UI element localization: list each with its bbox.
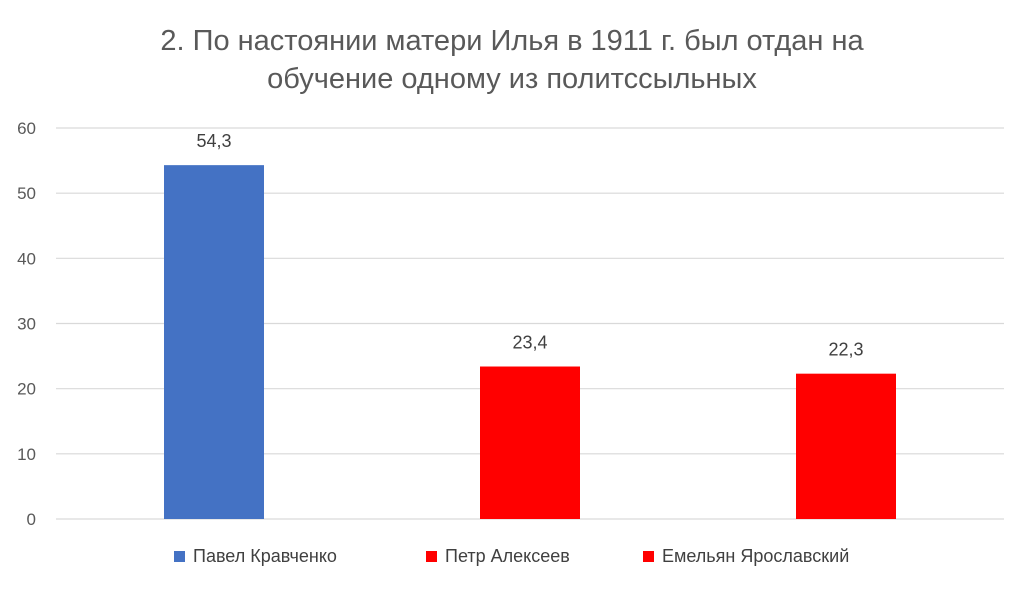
y-tick-label: 30 <box>17 315 36 334</box>
chart-title-line-2: обучение одному из политссыльных <box>267 63 757 95</box>
y-axis-ticks: 0 10 20 30 40 50 60 <box>17 119 36 529</box>
legend-swatch <box>643 551 654 562</box>
data-label: 23,4 <box>512 333 547 353</box>
legend-label: Емельян Ярославский <box>662 546 849 566</box>
legend-label: Павел Кравченко <box>193 546 337 566</box>
data-labels: 54,3 23,4 22,3 <box>196 131 863 360</box>
y-tick-label: 10 <box>17 445 36 464</box>
y-tick-label: 60 <box>17 119 36 138</box>
y-tick-label: 40 <box>17 249 36 268</box>
bar <box>164 165 264 519</box>
data-label: 22,3 <box>828 340 863 360</box>
bar <box>480 366 580 519</box>
legend-swatch <box>426 551 437 562</box>
legend: Павел Кравченко Петр Алексеев Емельян Ярос… <box>174 546 849 566</box>
y-tick-label: 0 <box>27 510 36 529</box>
bars <box>164 165 896 519</box>
legend-label: Петр Алексеев <box>445 546 570 566</box>
data-label: 54,3 <box>196 131 231 151</box>
y-tick-label: 50 <box>17 184 36 203</box>
bar <box>796 373 896 519</box>
y-tick-label: 20 <box>17 380 36 399</box>
legend-swatch <box>174 551 185 562</box>
chart-title-line-1: 2. По настоянии матери Илья в 1911 г. бы… <box>160 25 864 57</box>
